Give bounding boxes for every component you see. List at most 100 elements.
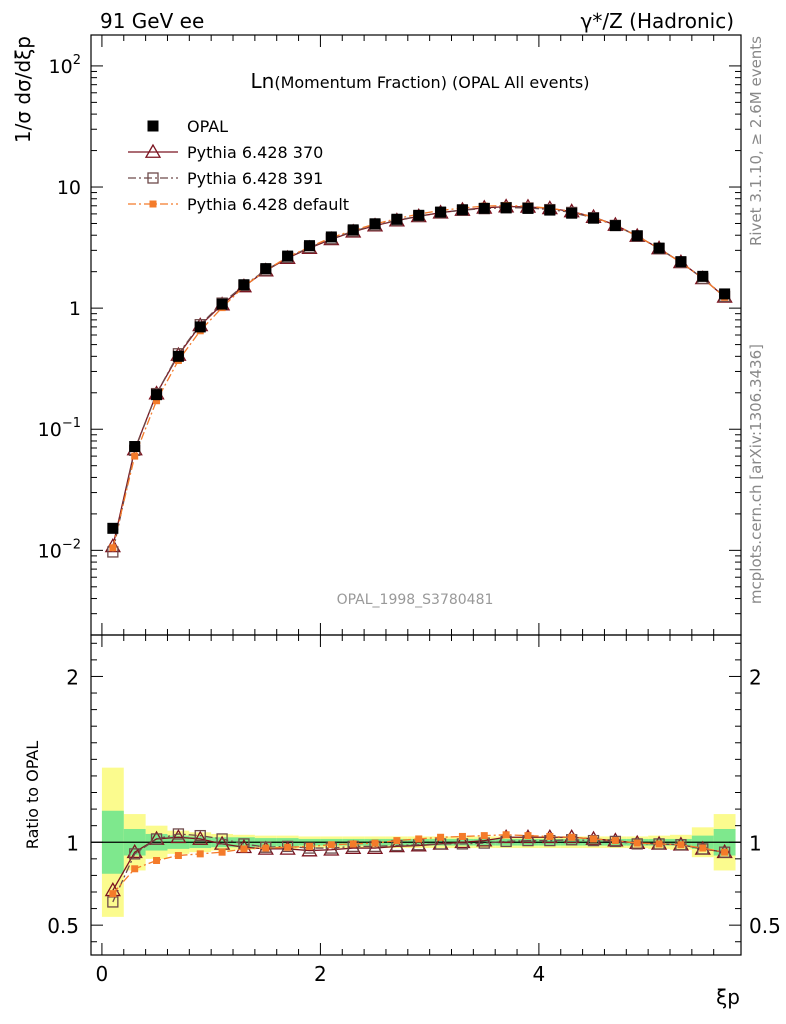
point-opal [631, 230, 643, 242]
y-tick-label-base: 10 [38, 419, 62, 441]
ratio-point-pythia-6-428-370 [192, 830, 209, 845]
ratio-point-pythia-6-428-default [327, 841, 335, 849]
y-tick-label-ratio-right: 1 [749, 831, 762, 855]
ratio-point-pythia-6-428-default [174, 852, 182, 860]
ratio-plot-area [91, 767, 741, 917]
legend-label-pythia-6-428-391: Pythia 6.428 391 [187, 169, 323, 188]
point-opal [391, 213, 403, 225]
ratio-point-pythia-6-428-default [568, 833, 576, 841]
ratio-point-pythia-6-428-391 [150, 833, 163, 845]
legend: OPAL Pythia 6.428 370 Pythia 6.428 391 Pyth… [128, 117, 349, 214]
y-tick-label-exp: −1 [62, 416, 81, 431]
legend-label-pythia-6-428-default: Pythia 6.428 default [187, 195, 349, 214]
point-opal [282, 250, 294, 262]
point-opal [194, 321, 206, 333]
point-pythia-6-428-default [153, 397, 161, 405]
y-tick-label-exp: −2 [62, 537, 81, 552]
point-opal [675, 256, 687, 268]
point-opal [129, 441, 141, 453]
ratio-point-pythia-6-428-default [240, 845, 248, 853]
point-opal [456, 204, 468, 216]
point-pythia-6-428-default [131, 452, 139, 460]
legend-label-opal: OPAL [187, 117, 228, 136]
point-opal [653, 242, 665, 254]
point-opal [478, 202, 490, 214]
point-opal [588, 212, 600, 224]
y-tick-label-base: 10 [49, 56, 73, 78]
main-title: Ln(Momentum Fraction) (OPAL All events) [251, 69, 590, 93]
legend-marker-opal [147, 120, 159, 132]
ratio-point-pythia-6-428-default [480, 832, 488, 840]
point-opal [303, 240, 315, 252]
y-tick-label-main: 1 [69, 298, 81, 320]
ratio-point-pythia-6-428-370 [170, 828, 187, 844]
ratio-point-pythia-6-428-default [349, 840, 357, 848]
ratio-xlabel: ξp [716, 985, 740, 1009]
ratio-point-pythia-6-428-default [699, 844, 707, 852]
mcplots-label: mcplots.cern.ch [arXiv:1306.3436] [747, 344, 765, 604]
y-tick-label-exp: 2 [73, 53, 81, 68]
ratio-point-pythia-6-428-391 [631, 838, 643, 850]
ratio-point-pythia-6-428-391 [129, 848, 141, 860]
point-opal [216, 298, 228, 310]
watermark: OPAL_1998_S3780481 [337, 592, 494, 608]
main-title-rest: (Momentum Fraction) (OPAL All events) [274, 73, 589, 92]
ratio-point-pythia-6-428-default [721, 848, 729, 856]
x-tick-label: 2 [314, 962, 327, 986]
ratio-ylabel: Ratio to OPAL [23, 741, 42, 849]
y-tick-label-main: 10 [57, 177, 81, 199]
main-plot-area [104, 198, 733, 558]
ratio-point-pythia-6-428-370 [366, 839, 384, 854]
y-tick-label-main: 10−1 [38, 416, 81, 441]
y-tick-label-ratio-right: 2 [749, 665, 762, 689]
legend-marker-pythia-6-428-default [149, 200, 157, 208]
point-opal [151, 389, 163, 401]
series-line-pythia-6-428-370 [112, 205, 726, 547]
ratio-point-pythia-6-428-default [393, 837, 401, 845]
y-tick-label-main: 10−2 [38, 537, 81, 562]
ratio-point-pythia-6-428-default [546, 832, 554, 840]
ratio-point-pythia-6-428-370 [454, 833, 471, 849]
ratio-point-pythia-6-428-default [655, 840, 663, 848]
point-opal [413, 209, 425, 221]
y-tick-label-ratio-right: 0.5 [749, 914, 781, 938]
ratio-point-pythia-6-428-default [611, 837, 619, 845]
header-right-label: γ*/Z (Hadronic) [581, 9, 734, 33]
ratio-point-pythia-6-428-391 [172, 828, 185, 840]
ratio-point-pythia-6-428-default [153, 856, 161, 864]
point-opal [719, 288, 731, 300]
ratio-point-pythia-6-428-default [284, 843, 292, 851]
header-left-label: 91 GeV ee [100, 9, 204, 33]
ratio-line-pythia-6-428-391 [112, 833, 725, 903]
series-line-pythia-6-428-391 [112, 206, 726, 553]
point-opal [260, 263, 272, 275]
ratio-point-pythia-6-428-default [131, 865, 139, 873]
ratio-point-pythia-6-428-default [218, 848, 226, 856]
series-line-pythia-6-428-default [112, 204, 726, 548]
y-tick-label-main: 102 [49, 53, 81, 78]
ratio-point-pythia-6-428-370 [126, 843, 143, 859]
ratio-point-pythia-6-428-default [109, 890, 117, 898]
ratio-point-pythia-6-428-default [677, 841, 685, 849]
ratio-point-pythia-6-428-391 [609, 835, 622, 848]
ratio-point-pythia-6-428-default [305, 842, 313, 850]
ratio-point-pythia-6-428-391 [194, 829, 206, 842]
ratio-point-pythia-6-428-370 [476, 832, 493, 847]
point-opal [107, 522, 119, 534]
ratio-point-pythia-6-428-default [590, 835, 598, 843]
ratio-point-pythia-6-428-391 [718, 846, 731, 858]
ratio-point-pythia-6-428-default [262, 844, 270, 852]
point-opal [500, 202, 512, 214]
ratio-point-pythia-6-428-default [524, 832, 532, 840]
point-opal [325, 231, 337, 243]
ratio-panel: 0.5 0.5 1 1 2 2 0 2 4 Ratio to OPAL ξp [23, 634, 781, 1009]
y-tick-label-ratio-left: 1 [66, 831, 79, 855]
point-opal [566, 207, 578, 219]
rivet-label: Rivet 3.1.10, ≥ 2.6M events [747, 36, 765, 246]
point-opal [697, 270, 709, 282]
point-opal [369, 218, 381, 230]
main-ylabel: 1/σ dσ/dξp [11, 36, 35, 143]
ratio-point-pythia-6-428-default [502, 831, 510, 839]
